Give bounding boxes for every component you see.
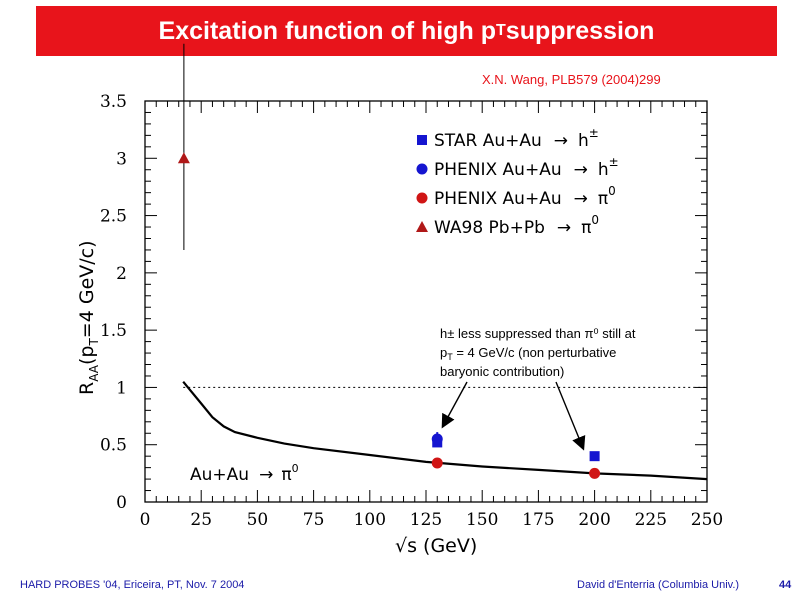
- annotation-line-2: pT = 4 GeV/c (non perturbative: [440, 345, 616, 362]
- x-tick-label: 75: [303, 510, 325, 530]
- y-tick-label: 3: [116, 149, 127, 169]
- y-tick-label: 3.5: [100, 92, 127, 112]
- data-points: [177, 152, 601, 479]
- y-axis-label: RAA(pT=4 GeV/c): [76, 240, 101, 395]
- y-tick-label: 1: [116, 378, 127, 398]
- plot-frame: [144, 100, 708, 503]
- legend-marker-triangle: [416, 221, 428, 232]
- annotation-line-1: h± less suppressed than π⁰ still at: [440, 326, 636, 341]
- page-number: 44: [779, 579, 792, 591]
- x-tick-label: 200: [578, 510, 610, 530]
- legend-marker-square: [417, 135, 427, 145]
- y-tick-labels: 0 0.5 1 1.5 2 2.5 3 3.5: [100, 92, 127, 513]
- data-point-square: [589, 451, 600, 462]
- title-main: Excitation function of high p: [158, 16, 497, 45]
- legend-entry: PHENIX Au+Au → π0: [434, 184, 616, 209]
- x-tick-label: 50: [247, 510, 269, 530]
- annotation-arrow-200: [555, 381, 586, 451]
- y-tick-label: 2.5: [100, 207, 127, 227]
- x-tick-label: 250: [691, 510, 723, 530]
- data-point-circle: [431, 433, 443, 445]
- footer-conference: HARD PROBES '04, Ericeira, PT, Nov. 7 20…: [20, 579, 245, 591]
- title-subscript: T: [496, 22, 506, 39]
- data-point-circle: [431, 457, 443, 469]
- y-tick-label: 2: [116, 264, 127, 284]
- curve-label: Au+Au → π0: [190, 462, 299, 485]
- x-tick-label: 225: [635, 510, 667, 530]
- title-tail: suppression: [505, 16, 655, 45]
- legend-entry: PHENIX Au+Au → h±: [434, 155, 619, 180]
- x-tick-labels: 0 25 50 75 100 125 150 175 200 225 250: [140, 510, 724, 530]
- y-tick-label: 1.5: [100, 321, 127, 341]
- legend-marker-circle: [416, 163, 428, 175]
- x-tick-label: 175: [522, 510, 554, 530]
- data-point-triangle: [177, 152, 190, 164]
- x-tick-label: 150: [466, 510, 498, 530]
- annotation-line-3: baryonic contribution): [440, 364, 564, 379]
- legend: STAR Au+Au → h± PHENIX Au+Au → h± PHENIX Au+Au…: [416, 126, 619, 238]
- axis-ticks: [144, 100, 708, 503]
- y-tick-label: 0: [116, 493, 127, 513]
- x-tick-label: 125: [410, 510, 442, 530]
- x-tick-label: 0: [140, 510, 151, 530]
- data-point-circle: [589, 467, 601, 479]
- reference-citation: X.N. Wang, PLB579 (2004)299: [482, 72, 661, 87]
- x-tick-label: 100: [354, 510, 386, 530]
- error-bars: [183, 43, 439, 446]
- theory-curve: [182, 380, 708, 481]
- legend-entry: STAR Au+Au → h±: [434, 126, 599, 151]
- y-tick-label: 0.5: [100, 436, 127, 456]
- footer-author: David d'Enterria (Columbia Univ.): [577, 579, 740, 591]
- legend-marker-circle: [416, 192, 428, 204]
- x-axis-label: √s (GeV): [395, 535, 477, 557]
- x-tick-label: 25: [190, 510, 212, 530]
- annotation-arrow-130: [441, 381, 468, 429]
- legend-entry: WA98 Pb+Pb → π0: [434, 213, 599, 238]
